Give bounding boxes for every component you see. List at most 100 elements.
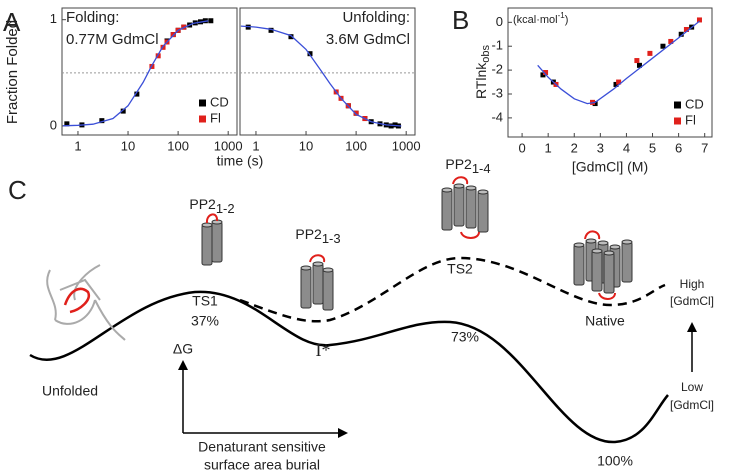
axis-label: surface area burial	[204, 457, 320, 473]
state-label: TS2	[447, 261, 473, 277]
annotation-sup: -1	[558, 11, 566, 20]
data-point	[134, 91, 140, 97]
state-label: Native	[585, 313, 625, 329]
annotation: Unfolding:	[342, 9, 410, 26]
condition-label: High	[680, 277, 705, 291]
x-axis-label: [GdmCl] (M)	[572, 159, 648, 175]
y-axis-label-sub: obs	[480, 44, 492, 62]
state-label: Unfolded	[42, 383, 98, 399]
species-name: PP2	[445, 156, 472, 172]
species-label: PP21-3	[295, 226, 340, 247]
legend-label: CD	[685, 96, 704, 111]
x-tick-label: 1000	[392, 138, 421, 153]
axis-label: Denaturant sensitive	[198, 439, 326, 455]
data-point	[268, 27, 274, 33]
panel-label: A	[3, 7, 21, 37]
x-tick-label: 100	[167, 138, 189, 153]
data-point	[616, 79, 622, 85]
species-sub: 1-4	[472, 161, 491, 176]
condition-label: [GdmCl]	[670, 294, 714, 308]
legend-swatch	[674, 101, 681, 109]
data-point	[613, 81, 619, 87]
icon-pp2-12	[201, 213, 223, 266]
red-loop	[63, 287, 91, 314]
legend-swatch	[199, 99, 206, 107]
y-tick-label: 0	[496, 14, 503, 29]
arrow-head	[338, 428, 348, 438]
high-denaturant-path	[239, 256, 666, 323]
legend-swatch	[674, 117, 681, 125]
plot-frame	[239, 7, 416, 136]
energy-landscape	[29, 176, 697, 444]
annotation-end: )	[565, 14, 569, 26]
x-tick-label: 0	[518, 140, 525, 155]
data-point	[696, 17, 702, 23]
data-point	[388, 123, 394, 129]
data-point	[353, 110, 359, 116]
data-point	[540, 72, 546, 78]
data-point	[99, 118, 105, 124]
species-sub: 1-3	[322, 231, 341, 246]
x-tick-label: 10	[299, 138, 313, 153]
data-point	[634, 58, 640, 64]
icon-pp2-13	[300, 254, 334, 311]
panel-label: B	[452, 5, 469, 35]
annotation: 3.6M GdmCl	[326, 31, 410, 48]
legend-label: CD	[210, 94, 229, 109]
y-tick-label: -2	[491, 62, 503, 77]
x-tick-label: 1	[74, 138, 81, 153]
percent-label: 100%	[597, 453, 633, 469]
x-tick-label: 1	[545, 140, 552, 155]
arrow-head	[687, 322, 697, 332]
x-tick-label: 10	[121, 138, 135, 153]
y-axis-label-text: RTlnk	[473, 62, 489, 99]
data-point	[307, 51, 313, 57]
annotation: Folding:	[66, 9, 119, 26]
plot-frame	[507, 7, 713, 138]
annotation: (kcal·mol-1)	[513, 11, 568, 26]
state-label: TS1	[192, 293, 218, 309]
data-point	[683, 27, 689, 32]
species-name: PP2	[295, 226, 322, 242]
data-point	[208, 18, 214, 24]
x-tick-label: 100	[345, 138, 367, 153]
x-tick-label: 7	[701, 140, 708, 155]
x-tick-label: 2	[571, 140, 578, 155]
fit-line	[62, 20, 209, 127]
x-tick-label: 5	[649, 140, 656, 155]
x-tick-label: 1	[252, 138, 259, 153]
data-point	[660, 43, 666, 49]
state-label: I*	[316, 340, 331, 360]
species-sub: 1-2	[216, 201, 235, 216]
y-tick-label: 1	[50, 11, 57, 26]
legend-label: Fl	[210, 110, 221, 125]
condition-label: Low	[681, 380, 703, 394]
unfolded-chain	[46, 264, 126, 341]
fit-line	[240, 25, 402, 127]
data-point	[288, 34, 294, 40]
legend-label: Fl	[685, 112, 696, 127]
y-tick-label: -1	[491, 38, 503, 53]
x-axis-label: time (s)	[217, 153, 264, 169]
data-point	[543, 70, 549, 75]
x-tick-label: 1000	[214, 138, 243, 153]
percent-label: 73%	[451, 329, 479, 345]
data-point	[647, 50, 653, 56]
y-tick-label: -3	[491, 85, 503, 100]
data-point	[636, 62, 642, 68]
y-tick-label: -4	[491, 109, 503, 124]
legend-swatch	[199, 115, 206, 123]
x-tick-label: 4	[623, 140, 630, 155]
x-tick-label: 3	[597, 140, 604, 155]
annotation: 0.77M GdmCl	[66, 31, 159, 48]
low-denaturant-path	[29, 290, 669, 444]
x-tick-label: 6	[675, 140, 682, 155]
species-name: PP2	[189, 196, 216, 212]
axis-label: ΔG	[173, 341, 193, 357]
data-point	[668, 38, 674, 44]
percent-label: 37%	[191, 313, 219, 329]
icon-pp2-14	[441, 176, 489, 239]
panel-label: C	[8, 175, 27, 205]
data-point	[678, 31, 684, 37]
